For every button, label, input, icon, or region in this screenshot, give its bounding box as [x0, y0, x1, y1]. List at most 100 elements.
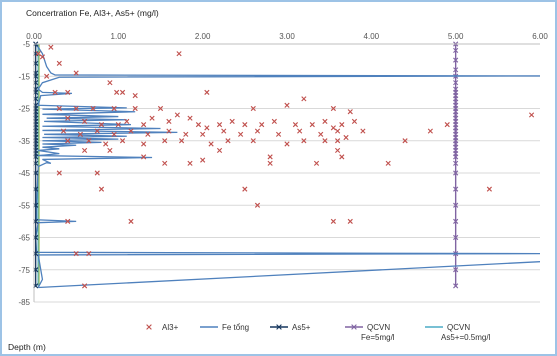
- al-point-stroke-b: [39, 54, 46, 60]
- al-point: [82, 118, 88, 124]
- al-point-stroke-b: [330, 125, 336, 131]
- legend-label: As5+: [292, 323, 311, 332]
- al-point-stroke-b: [73, 251, 79, 257]
- al-point: [200, 131, 206, 137]
- al-point: [444, 122, 450, 128]
- al-point-stroke-b: [360, 128, 366, 134]
- al-point: [73, 70, 79, 76]
- al-point: [427, 128, 433, 134]
- al-point: [275, 131, 282, 137]
- al-point: [128, 218, 134, 224]
- al-point: [103, 141, 109, 147]
- legend: Al3+ Fe tổng As5+ QCVNFe=5mg/lQCVNAs5+=0.5m…: [146, 323, 491, 342]
- al-point-stroke-b: [385, 160, 391, 166]
- al-point: [183, 131, 189, 137]
- legend-marker-x-stroke-b: [146, 324, 152, 330]
- al-point: [330, 218, 336, 224]
- al-point: [297, 128, 303, 134]
- al-point: [52, 89, 58, 95]
- al-point: [44, 73, 50, 79]
- al-point: [360, 128, 366, 134]
- al-point-stroke-b: [56, 105, 62, 112]
- al-point-stroke-b: [335, 147, 341, 154]
- qcvn-fe-point: [453, 202, 459, 208]
- al-point-stroke-b: [35, 51, 41, 57]
- qcvn-fe-point: [453, 283, 459, 289]
- qcvn-fe-point: [453, 267, 459, 273]
- al-point-stroke-b: [141, 122, 147, 128]
- al-point-stroke-b: [107, 80, 113, 86]
- al-point: [157, 105, 164, 112]
- al-point: [254, 202, 261, 208]
- al-point: [330, 105, 336, 112]
- al-point-stroke-b: [347, 109, 353, 115]
- al-point: [90, 105, 96, 112]
- al-point: [65, 115, 71, 121]
- qcvn-fe-point-stroke-b: [453, 47, 459, 54]
- al-point-stroke-b: [86, 251, 92, 257]
- qcvn-fe-point-stroke-b: [453, 67, 459, 73]
- al-point: [56, 60, 62, 66]
- al-point-stroke-b: [111, 105, 117, 112]
- al-point-stroke-b: [98, 122, 105, 128]
- x-tick-label: 6.00: [532, 32, 548, 41]
- al-point-stroke-b: [103, 141, 109, 147]
- y-tick-label: -55: [18, 201, 30, 210]
- al-point-stroke-b: [166, 128, 172, 134]
- al-point: [141, 122, 147, 128]
- y-tick-label: -75: [18, 266, 30, 275]
- al-point: [132, 93, 138, 99]
- al-point-stroke-b: [145, 131, 151, 137]
- al-point: [73, 251, 79, 257]
- al-point-stroke-b: [166, 118, 172, 124]
- al-point: [94, 170, 100, 176]
- al-point: [385, 160, 391, 166]
- al-point-stroke-b: [119, 89, 126, 95]
- legend-item: As5+: [270, 323, 311, 332]
- al-point-stroke-b: [60, 128, 67, 134]
- qcvn-fe-point: [453, 67, 459, 73]
- al-point: [119, 138, 126, 144]
- al-point-stroke-b: [65, 115, 71, 121]
- al-point-stroke-b: [313, 160, 320, 166]
- y-tick-label: -65: [18, 234, 30, 243]
- qcvn-fe-point: [453, 47, 459, 54]
- al-point-stroke-b: [292, 122, 299, 128]
- al-point-stroke-b: [335, 128, 341, 134]
- al-point-stroke-b: [259, 122, 265, 128]
- al-point-stroke-b: [162, 138, 168, 144]
- al-point: [254, 128, 261, 134]
- al-point: [242, 122, 248, 128]
- al-point: [271, 118, 277, 124]
- al-point: [141, 154, 147, 160]
- al-point-stroke-b: [90, 105, 96, 112]
- al-point: [56, 105, 62, 112]
- al-point-stroke-b: [339, 154, 345, 160]
- al-point: [351, 118, 358, 124]
- al-point-stroke-b: [82, 118, 88, 124]
- al-point-stroke-b: [318, 131, 324, 137]
- qcvn-fe-point-stroke-b: [453, 202, 459, 208]
- legend-item: Fe tổng: [200, 323, 249, 332]
- al-point: [313, 160, 320, 166]
- al-point: [250, 105, 256, 112]
- legend-label-line2: Fe=5mg/l: [361, 333, 395, 342]
- x-tick-label: 0.00: [26, 32, 42, 41]
- al-point: [528, 112, 535, 118]
- al-point: [48, 44, 54, 50]
- y-tick-label: -25: [18, 105, 30, 114]
- qcvn-fe-point: [453, 160, 459, 166]
- al-point: [322, 118, 328, 124]
- x-tick-label: 1.00: [111, 32, 127, 41]
- al-point-stroke-b: [221, 128, 227, 134]
- al-point-stroke-b: [157, 105, 164, 112]
- al-point: [267, 160, 273, 166]
- qcvn-fe-point: [453, 186, 459, 192]
- al-point-stroke-b: [56, 60, 62, 66]
- al-point: [284, 102, 290, 108]
- al-point-stroke-b: [141, 154, 147, 160]
- al-point-stroke-b: [132, 93, 138, 99]
- al-point-stroke-b: [267, 160, 273, 166]
- al-point-stroke-b: [309, 122, 315, 128]
